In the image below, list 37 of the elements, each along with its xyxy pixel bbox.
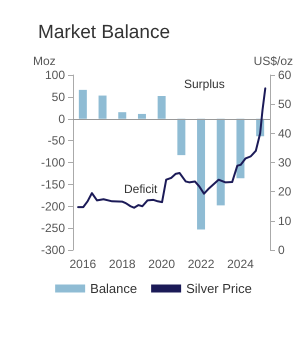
y2-tick-label: 20	[278, 184, 292, 199]
annotation: Surplus	[184, 77, 225, 91]
y-tick-label: -50	[48, 134, 66, 148]
x-tick-label: 2020	[148, 257, 176, 271]
y-tick-label: 0	[58, 112, 66, 126]
bar	[158, 96, 166, 119]
y2-tick-label: 40	[278, 126, 292, 140]
y-tick-label: -200	[40, 199, 66, 214]
bar	[78, 90, 87, 119]
x-tick-label: 2024	[227, 257, 254, 271]
y-axis-title: Moz	[33, 54, 56, 68]
y-tick-label: -300	[40, 243, 66, 257]
y2-tick-label: 50	[278, 97, 292, 112]
x-tick-label: 2018	[108, 257, 136, 271]
annotation: Deficit	[124, 182, 158, 196]
y2-axis-title: US$/oz	[254, 54, 294, 68]
bar	[197, 118, 206, 230]
bar	[98, 96, 107, 119]
bar	[177, 118, 186, 156]
y-tick-label: -250	[40, 221, 66, 236]
y2-tick-label: 60	[278, 68, 292, 82]
y-tick-label: 50	[52, 90, 66, 104]
bar	[216, 118, 225, 206]
y2-tick-label: 0	[278, 243, 285, 257]
y2-tick-label: 30	[278, 156, 292, 170]
legend-label: Silver Price	[186, 281, 252, 296]
bar	[138, 114, 146, 119]
y2-tick-label: 10	[278, 214, 292, 228]
legend-label: Balance	[90, 281, 138, 296]
bar	[118, 112, 126, 119]
x-tick-label: 2016	[70, 257, 97, 271]
y-tick-label: -100	[40, 156, 66, 170]
bar	[236, 118, 244, 178]
y-tick-label: 100	[44, 68, 66, 82]
chart-title: Market Balance	[38, 22, 170, 43]
x-tick-label: 2022	[188, 257, 215, 271]
y-tick-label: -150	[40, 177, 66, 192]
